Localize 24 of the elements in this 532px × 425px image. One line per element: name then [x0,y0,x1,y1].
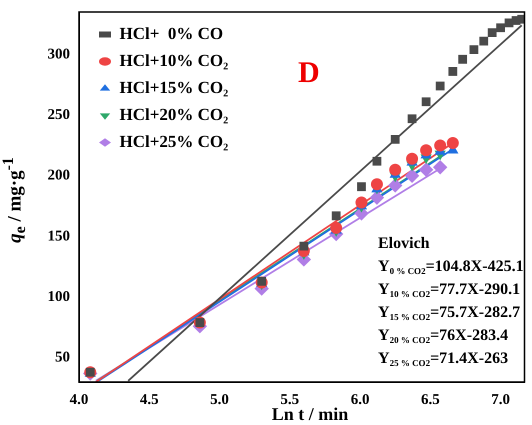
x-tick-label: 7.0 [491,392,510,408]
legend-label: HCl+10% CO₂ [120,50,228,70]
annotation: Y$_{15 % CO2}$=75.7X-282.7 [378,303,522,324]
y-tick-label: 100 [48,288,70,305]
y-tick-label: 300 [48,46,70,62]
x-tick-label: 6.5 [420,392,440,408]
legend-label: HCl+20% CO₂ [120,104,228,124]
legend-label: HCl+ 0% CO [120,24,224,43]
x-tick-label: 6.0 [350,392,370,408]
y-tick-label: 200 [48,168,70,184]
x-tick-label: 5.0 [210,392,229,408]
legend-label: HCl+15% CO₂ [120,78,228,97]
annotation: Elovich [378,234,431,254]
annotation: D [298,56,320,90]
annotation: Y$_{20 % CO2}$=76X-283.4 [378,326,510,347]
y-tick-label: 250 [48,106,70,123]
y-tick-label: 50 [55,350,70,366]
annotation: Y$_{10 % CO2}$=77.7X-290.1 [378,280,522,301]
x-tick-label: 4.0 [70,392,88,408]
annotation: Y$_{0 % CO2}$=104.8X-425.1 [378,257,524,278]
y-tick-label: 150 [48,228,70,244]
legend-label: HCl+25% CO₂ [120,132,228,151]
annotation: Y$_{25 % CO2}$=71.4X-263 [378,349,510,370]
x-tick-label: 4.5 [140,392,159,408]
